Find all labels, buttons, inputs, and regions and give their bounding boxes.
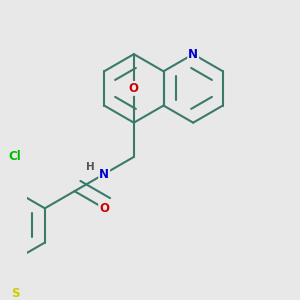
Text: S: S <box>11 287 20 300</box>
Text: N: N <box>188 48 198 61</box>
Text: O: O <box>99 202 109 215</box>
Text: O: O <box>129 82 139 95</box>
Text: N: N <box>99 168 109 181</box>
Text: Cl: Cl <box>9 150 22 164</box>
Text: H: H <box>86 162 94 172</box>
